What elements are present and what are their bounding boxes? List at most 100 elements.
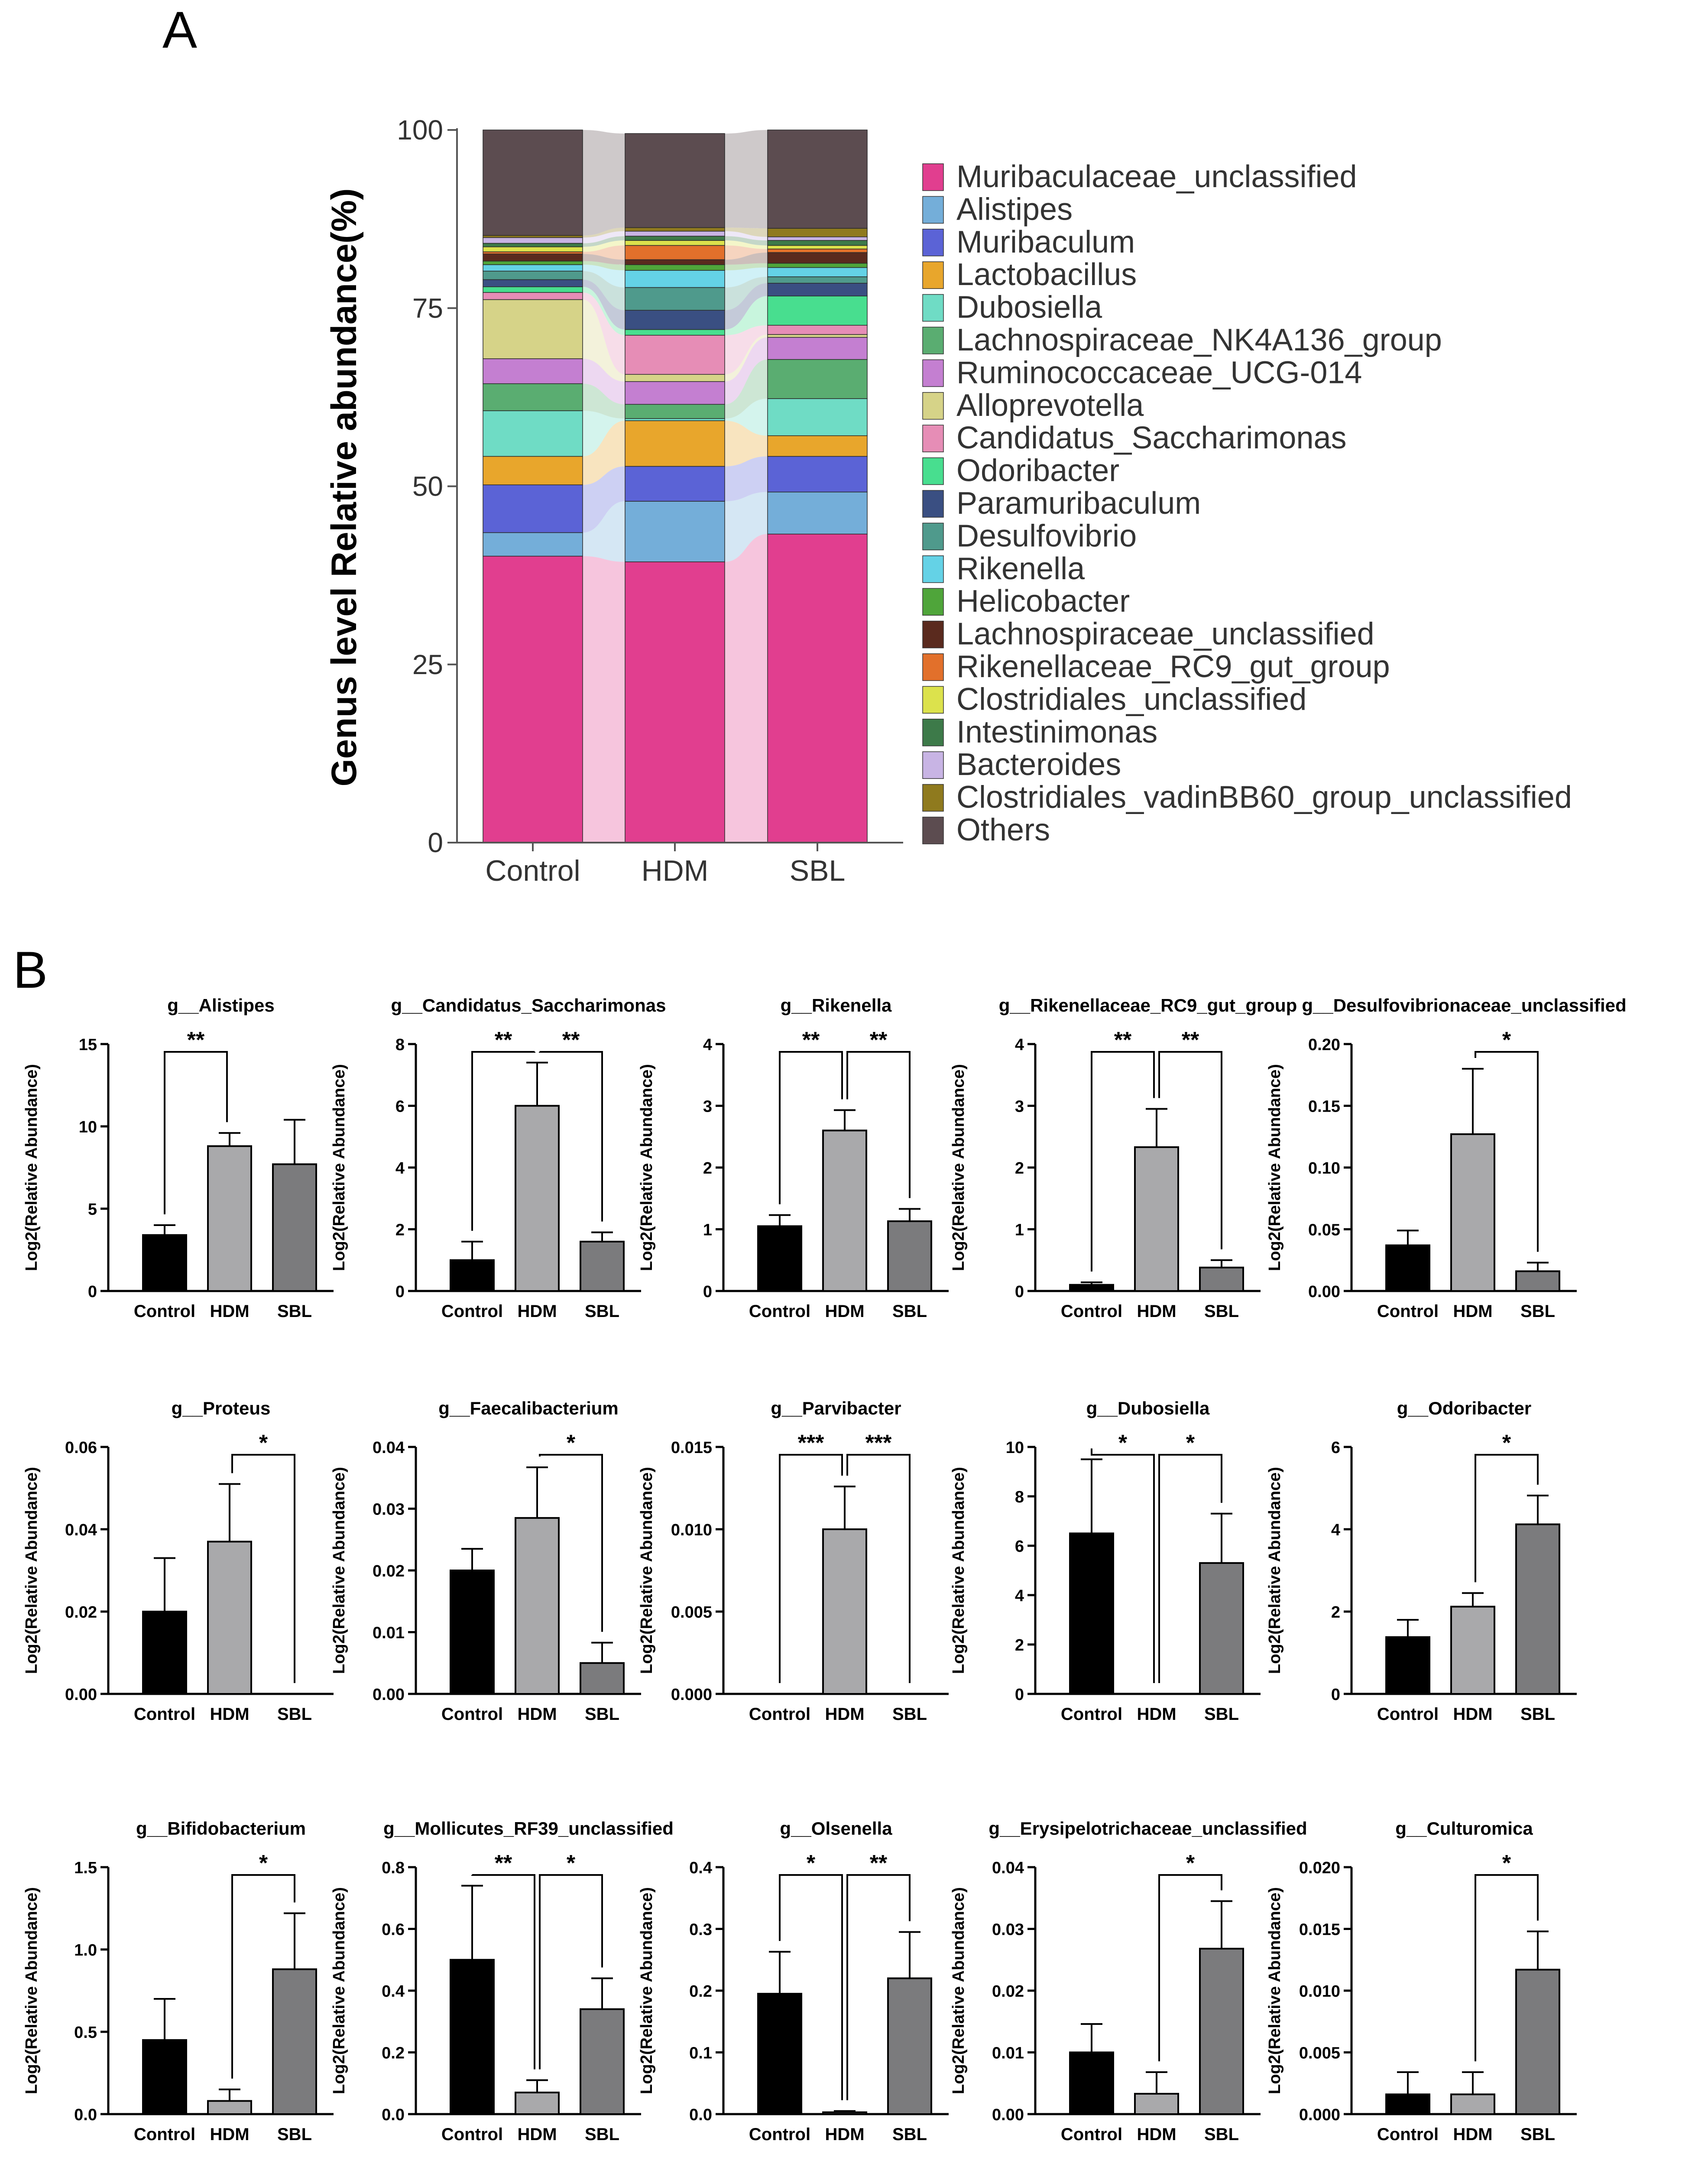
significance-bracket xyxy=(846,1454,911,1683)
flow-7-1 xyxy=(725,334,768,382)
y-tick-label: 2 xyxy=(1015,1636,1024,1654)
y-tick-label: 0 xyxy=(428,827,443,858)
bar-segment-2-16 xyxy=(767,245,868,250)
bar-chart-1: g__Alistipes 0 5 10 15 Log2(Relative Abundanc… xyxy=(23,995,334,1321)
bar xyxy=(1134,1146,1179,1292)
legend-label: Candidatus_Saccharimonas xyxy=(956,421,1347,455)
y-axis-title: Log2(Relative Abundance) xyxy=(330,1064,348,1271)
bar-segment-2-4 xyxy=(767,398,868,436)
bar-segment-1-3 xyxy=(625,420,725,467)
y-tick-label: 75 xyxy=(412,292,443,324)
bar-segment-2-20 xyxy=(767,130,868,229)
y-tick-label: 0 xyxy=(395,1283,405,1301)
significance-label: ** xyxy=(495,1028,512,1053)
x-tick-label: Control xyxy=(1061,1705,1122,1724)
y-tick-label: 0.02 xyxy=(992,1982,1024,2001)
y-tick-label: 0 xyxy=(703,1283,712,1301)
bar xyxy=(142,1611,187,1695)
x-tick-label: HDM xyxy=(517,1302,557,1321)
significance-label: * xyxy=(259,1851,268,1876)
bar-segment-2-3 xyxy=(767,435,868,457)
bar xyxy=(887,1220,932,1292)
significance-label: * xyxy=(1186,1851,1195,1876)
legend-swatch xyxy=(922,229,944,256)
y-tick-label: 0.0 xyxy=(382,2106,405,2124)
legend-swatch xyxy=(922,294,944,322)
y-tick-label: 4 xyxy=(1015,1587,1024,1605)
bar xyxy=(1515,1523,1560,1695)
bar xyxy=(822,1129,867,1292)
significance-label: ** xyxy=(562,1028,580,1053)
bar-chart-3: g__Rikenella 0 1 2 3 4 Log2(Relative Abundance… xyxy=(638,995,949,1321)
chart-title: g__Rikenellaceae_RC9_gut_group xyxy=(999,995,1297,1015)
flow-0-1 xyxy=(725,534,768,843)
y-tick-label: 0.03 xyxy=(373,1501,405,1519)
legend-swatch xyxy=(922,261,944,289)
bar-segment-1-7 xyxy=(625,374,725,382)
bar-segment-0-12 xyxy=(483,264,583,272)
y-tick-label: 3 xyxy=(1015,1098,1024,1116)
bar xyxy=(515,2092,560,2115)
bar-segment-2-19 xyxy=(767,228,868,237)
flow-2-1 xyxy=(725,456,768,502)
bar xyxy=(580,2008,625,2115)
legend-label: Others xyxy=(956,813,1050,847)
y-axis-title: Log2(Relative Abundance) xyxy=(330,1887,348,2094)
x-tick-label: HDM xyxy=(825,1302,864,1321)
flow-3-0 xyxy=(583,421,625,485)
flow-19-0 xyxy=(583,227,625,238)
flow-1-1 xyxy=(725,492,768,562)
bar xyxy=(142,1234,187,1292)
chart-title: g__Alistipes xyxy=(167,995,274,1015)
y-tick-label: 8 xyxy=(1015,1488,1024,1506)
y-tick-label: 6 xyxy=(395,1098,405,1116)
x-tick-label: Control xyxy=(441,2125,503,2144)
bar-segment-2-14 xyxy=(767,252,868,264)
significance-bracket xyxy=(1475,1051,1539,1252)
bar-segment-0-6 xyxy=(483,358,583,384)
bar xyxy=(142,2039,187,2115)
y-tick-label: 0.01 xyxy=(992,2044,1024,2063)
bar xyxy=(1199,1948,1244,2115)
chart-title: g__Dubosiella xyxy=(1086,1398,1210,1418)
y-tick-label: 5 xyxy=(88,1200,97,1219)
bar-segment-0-20 xyxy=(483,130,583,236)
legend-swatch xyxy=(922,425,944,452)
x-tick-label: Control xyxy=(1377,1302,1439,1321)
bar-segment-0-8 xyxy=(483,292,583,300)
x-tick-label: SBL xyxy=(790,854,846,887)
y-tick-label: 25 xyxy=(412,649,443,680)
bar-segment-1-0 xyxy=(625,561,725,843)
x-tick-label: HDM xyxy=(642,854,709,887)
bar-segment-2-5 xyxy=(767,359,868,399)
significance-label: *** xyxy=(798,1430,824,1456)
x-tick-label: HDM xyxy=(1453,1302,1492,1321)
bar-segment-2-18 xyxy=(767,237,868,241)
y-tick-label: 0.1 xyxy=(689,2044,712,2063)
significance-label: * xyxy=(1502,1028,1511,1053)
legend-label: Lachnospiraceae_NK4A136_group xyxy=(956,323,1442,357)
flow-1-0 xyxy=(583,501,625,562)
flow-19-1 xyxy=(725,227,768,237)
flow-16-0 xyxy=(583,240,625,252)
significance-label: ** xyxy=(870,1851,888,1876)
bar-segment-1-18 xyxy=(625,230,725,237)
bar xyxy=(580,1241,625,1292)
flow-6-1 xyxy=(725,337,768,405)
bar-segment-0-7 xyxy=(483,299,583,359)
flow-0-0 xyxy=(583,556,625,843)
bar xyxy=(1385,1636,1430,1695)
x-tick-label: HDM xyxy=(517,1705,557,1724)
x-tick-label: SBL xyxy=(277,1302,312,1321)
significance-bracket xyxy=(1158,1051,1222,1249)
bar-chart-9: g__Dubosiella 0 2 4 6 8 10 Log2(Relative Abunda… xyxy=(950,1398,1261,1724)
y-tick-label: 0 xyxy=(1331,1686,1340,1704)
legend-swatch xyxy=(922,751,944,779)
significance-bracket xyxy=(231,1874,295,2079)
bar-segment-0-14 xyxy=(483,253,583,262)
x-tick-label: HDM xyxy=(1453,2125,1492,2144)
legend-label: Bacteroides xyxy=(956,747,1121,782)
y-tick-label: 0 xyxy=(88,1283,97,1301)
bar-segment-1-13 xyxy=(625,264,725,271)
bar xyxy=(207,1145,252,1292)
